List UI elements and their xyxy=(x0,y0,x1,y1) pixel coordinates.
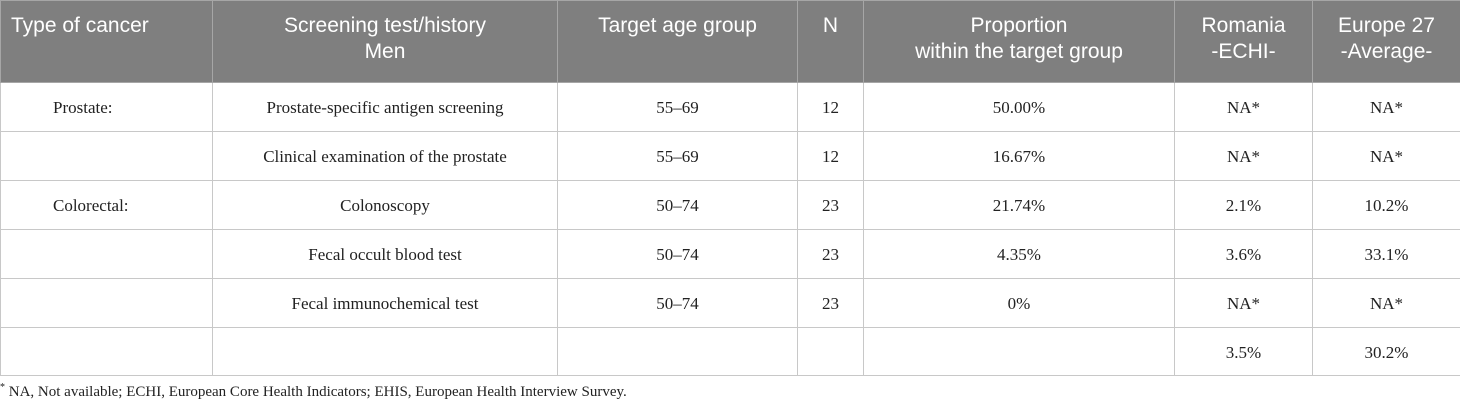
cell-europe: 30.2% xyxy=(1312,327,1460,376)
cell-romania: NA* xyxy=(1174,82,1313,132)
cell-test: Clinical examination of the prostate xyxy=(212,131,558,181)
cell-romania: 3.5% xyxy=(1174,327,1313,376)
cell-n: 23 xyxy=(797,278,864,328)
cell-age: 50–74 xyxy=(557,229,798,279)
cell-type xyxy=(0,229,213,279)
table-row-summary: 3.5% 30.2% xyxy=(0,327,1460,376)
table-body: Prostate: Prostate-specific antigen scre… xyxy=(0,82,1460,376)
cell-n: 12 xyxy=(797,131,864,181)
table-row: Fecal immunochemical test 50–74 23 0% NA… xyxy=(0,278,1460,328)
header-type-of-cancer: Type of cancer xyxy=(0,0,213,83)
cell-test: Colonoscopy xyxy=(212,180,558,230)
header-target-age-group: Target age group xyxy=(557,0,798,83)
table-row: Colorectal: Colonoscopy 50–74 23 21.74% … xyxy=(0,180,1460,230)
cell-age xyxy=(557,327,798,376)
header-row: Type of cancer Screening test/history Men… xyxy=(0,0,1460,83)
cell-romania: NA* xyxy=(1174,131,1313,181)
cell-age: 50–74 xyxy=(557,180,798,230)
table-footnote: * NA, Not available; ECHI, European Core… xyxy=(0,382,627,401)
cell-europe: NA* xyxy=(1312,82,1460,132)
cell-europe: 33.1% xyxy=(1312,229,1460,279)
cell-romania: 3.6% xyxy=(1174,229,1313,279)
cell-test: Prostate-specific antigen screening xyxy=(212,82,558,132)
header-proportion: Proportion within the target group xyxy=(863,0,1175,83)
cell-age: 55–69 xyxy=(557,131,798,181)
cell-age: 50–74 xyxy=(557,278,798,328)
table-row: Fecal occult blood test 50–74 23 4.35% 3… xyxy=(0,229,1460,279)
cell-proportion: 16.67% xyxy=(863,131,1175,181)
cell-europe: NA* xyxy=(1312,278,1460,328)
cell-n: 12 xyxy=(797,82,864,132)
header-europe: Europe 27 -Average- xyxy=(1312,0,1460,83)
cell-proportion: 21.74% xyxy=(863,180,1175,230)
cell-proportion: 50.00% xyxy=(863,82,1175,132)
cell-type xyxy=(0,131,213,181)
cell-age: 55–69 xyxy=(557,82,798,132)
cell-proportion xyxy=(863,327,1175,376)
header-romania: Romania -ECHI- xyxy=(1174,0,1313,83)
screening-table: Type of cancer Screening test/history Men… xyxy=(0,0,1460,376)
cell-europe: NA* xyxy=(1312,131,1460,181)
cell-test: Fecal immunochemical test xyxy=(212,278,558,328)
cell-test xyxy=(212,327,558,376)
footnote-text: NA, Not available; ECHI, European Core H… xyxy=(5,384,627,400)
cell-n: 23 xyxy=(797,180,864,230)
cell-type: Prostate: xyxy=(0,82,213,132)
header-screening-test: Screening test/history Men xyxy=(212,0,558,83)
cell-europe: 10.2% xyxy=(1312,180,1460,230)
cell-romania: 2.1% xyxy=(1174,180,1313,230)
cell-test: Fecal occult blood test xyxy=(212,229,558,279)
cell-proportion: 0% xyxy=(863,278,1175,328)
table-row: Prostate: Prostate-specific antigen scre… xyxy=(0,82,1460,132)
cell-type xyxy=(0,327,213,376)
cell-type xyxy=(0,278,213,328)
cell-type: Colorectal: xyxy=(0,180,213,230)
cell-n xyxy=(797,327,864,376)
cell-proportion: 4.35% xyxy=(863,229,1175,279)
header-n: N xyxy=(797,0,864,83)
cell-n: 23 xyxy=(797,229,864,279)
table-header: Type of cancer Screening test/history Men… xyxy=(0,0,1460,83)
table-row: Clinical examination of the prostate 55–… xyxy=(0,131,1460,181)
footnote-marker: * xyxy=(0,382,5,393)
cell-romania: NA* xyxy=(1174,278,1313,328)
